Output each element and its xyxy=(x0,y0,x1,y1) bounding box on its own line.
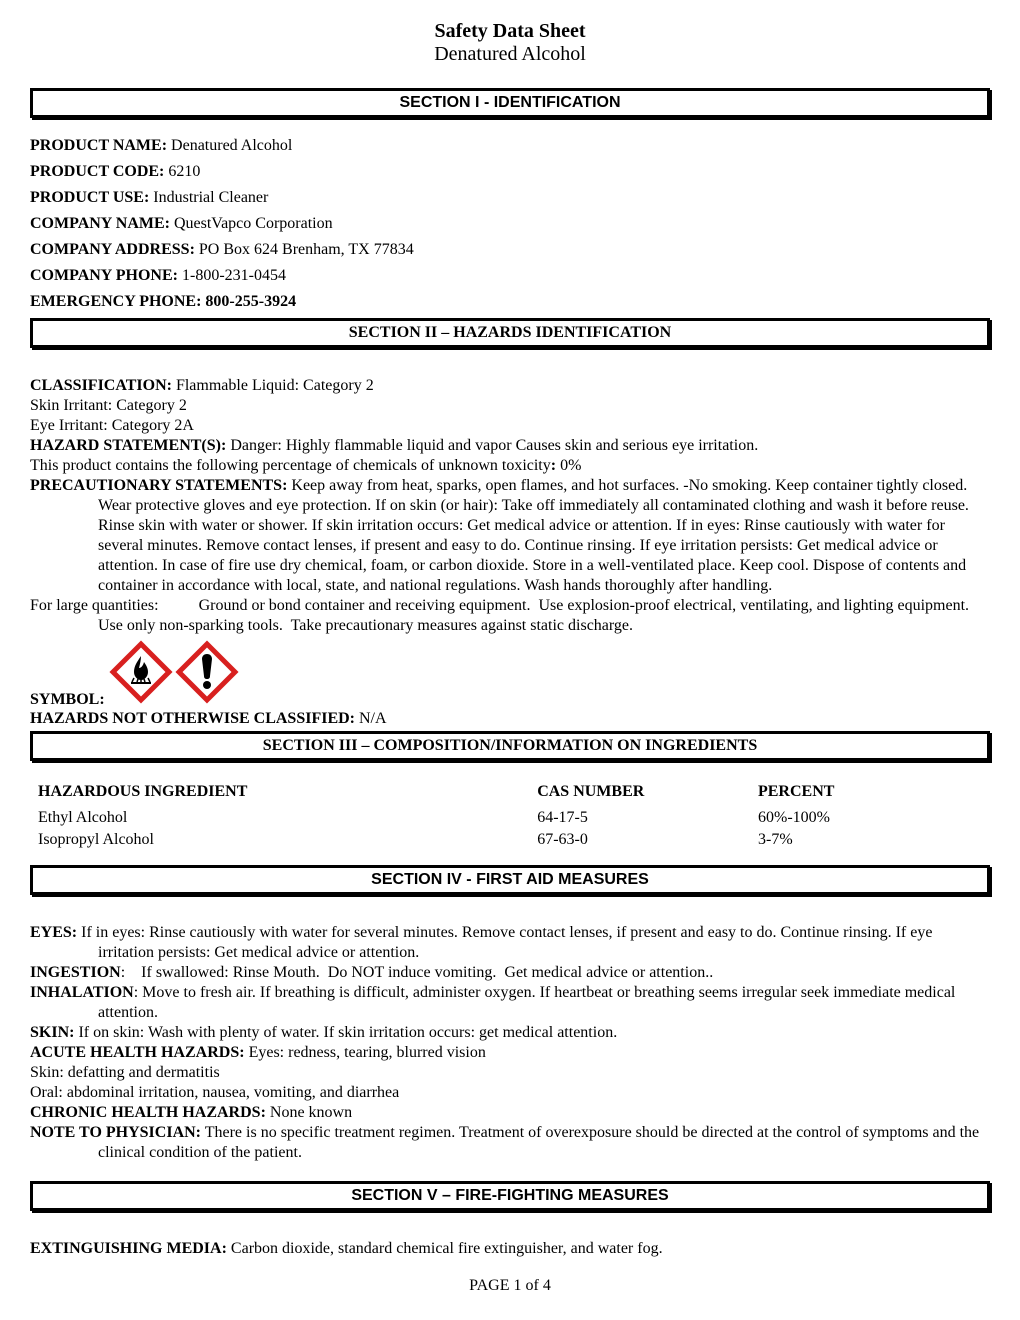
acute-line2: Skin: defatting and dermatitis xyxy=(30,1063,990,1083)
cell-cas: 64-17-5 xyxy=(529,807,750,829)
ghs-flame-icon xyxy=(109,640,173,704)
product-code-row: PRODUCT CODE: 6210 xyxy=(30,162,990,182)
cell-percent: 60%-100% xyxy=(750,807,990,829)
ghs-exclamation-icon xyxy=(175,640,239,704)
unknown-tox-value: 0% xyxy=(556,457,581,474)
eyes-row: EYES: If in eyes: Rinse cautiously with … xyxy=(30,923,990,963)
hazard-stmt-label: HAZARD STATEMENT(S): xyxy=(30,437,226,454)
extinguishing-label: EXTINGUISHING MEDIA: xyxy=(30,1240,227,1257)
cell-percent: 3-7% xyxy=(750,829,990,851)
page: Safety Data Sheet Denatured Alcohol SECT… xyxy=(0,0,1020,1315)
note-physician-label: NOTE TO PHYSICIAN: xyxy=(30,1124,201,1141)
section-3-header: SECTION III – COMPOSITION/INFORMATION ON… xyxy=(30,731,990,761)
section-2-header: SECTION II – HAZARDS IDENTIFICATION xyxy=(30,318,990,348)
cell-ingredient: Isopropyl Alcohol xyxy=(30,829,529,851)
section-5-header: SECTION V – FIRE-FIGHTING MEASURES xyxy=(30,1181,990,1211)
product-use: Industrial Cleaner xyxy=(149,189,268,206)
product-name: Denatured Alcohol xyxy=(167,137,292,154)
product-name-label: PRODUCT NAME: xyxy=(30,137,167,154)
company-name-label: COMPANY NAME: xyxy=(30,215,170,232)
unknown-toxicity-row: This product contains the following perc… xyxy=(30,456,990,476)
table-row: Ethyl Alcohol 64-17-5 60%-100% xyxy=(30,807,990,829)
company-phone-row: COMPANY PHONE: 1-800-231-0454 xyxy=(30,266,990,286)
precautionary-row: PRECAUTIONARY STATEMENTS: Keep away from… xyxy=(30,476,990,596)
product-name-row: PRODUCT NAME: Denatured Alcohol xyxy=(30,136,990,156)
eyes-text: If in eyes: Rinse cautiously with water … xyxy=(77,924,932,961)
classification-line2: Skin Irritant: Category 2 xyxy=(30,396,990,416)
acute-row: ACUTE HEALTH HAZARDS: Eyes: redness, tea… xyxy=(30,1043,990,1063)
cell-cas: 67-63-0 xyxy=(529,829,750,851)
classification-label: CLASSIFICATION: xyxy=(30,377,172,394)
page-footer: PAGE 1 of 4 xyxy=(30,1277,990,1295)
table-row: Isopropyl Alcohol 67-63-0 3-7% xyxy=(30,829,990,851)
inhalation-text: Move to fresh air. If breathing is diffi… xyxy=(98,984,955,1021)
note-physician-text: There is no specific treatment regimen. … xyxy=(98,1124,979,1161)
acute-label: ACUTE HEALTH HAZARDS: xyxy=(30,1044,245,1061)
table-header-row: HAZARDOUS INGREDIENT CAS NUMBER PERCENT xyxy=(30,779,990,807)
section-1-header: SECTION I - IDENTIFICATION xyxy=(30,88,990,118)
ingestion-row: INGESTION: If swallowed: Rinse Mouth. Do… xyxy=(30,963,990,983)
emergency-phone-label: EMERGENCY PHONE: xyxy=(30,293,201,310)
section-4-header: SECTION IV - FIRST AID MEASURES xyxy=(30,865,990,895)
acute-line3: Oral: abdominal irritation, nausea, vomi… xyxy=(30,1083,990,1103)
note-physician-row: NOTE TO PHYSICIAN: There is no specific … xyxy=(30,1123,990,1163)
col-cas: CAS NUMBER xyxy=(529,779,750,807)
emergency-phone: 800-255-3924 xyxy=(201,293,296,310)
precautionary-text: Keep away from heat, sparks, open flames… xyxy=(98,477,969,594)
precautionary-label: PRECAUTIONARY STATEMENTS: xyxy=(30,477,287,494)
company-address-label: COMPANY ADDRESS: xyxy=(30,241,195,258)
classification-line3: Eye Irritant: Category 2A xyxy=(30,416,990,436)
classification-row: CLASSIFICATION: Flammable Liquid: Catego… xyxy=(30,376,990,396)
extinguishing-row: EXTINGUISHING MEDIA: Carbon dioxide, sta… xyxy=(30,1239,990,1259)
company-address-row: COMPANY ADDRESS: PO Box 624 Brenham, TX … xyxy=(30,240,990,260)
inhalation-label: INHALATION xyxy=(30,984,134,1001)
acute-text: Eyes: redness, tearing, blurred vision xyxy=(245,1044,486,1061)
hazard-stmt: Danger: Highly flammable liquid and vapo… xyxy=(226,437,758,454)
large-qty-text: Ground or bond container and receiving e… xyxy=(98,597,977,634)
ingestion-text: If swallowed: Rinse Mouth. Do NOT induce… xyxy=(125,964,713,981)
classification: Flammable Liquid: Category 2 xyxy=(172,377,374,394)
skin-label: SKIN: xyxy=(30,1024,74,1041)
chronic-text: None known xyxy=(266,1104,352,1121)
unknown-tox-prefix: This product contains the following perc… xyxy=(30,457,551,474)
product-use-label: PRODUCT USE: xyxy=(30,189,149,206)
hazards-noc-row: HAZARDS NOT OTHERWISE CLASSIFIED: N/A xyxy=(30,709,990,729)
product-code: 6210 xyxy=(164,163,200,180)
ingestion-label: INGESTION xyxy=(30,964,121,981)
hazard-stmt-row: HAZARD STATEMENT(S): Danger: Highly flam… xyxy=(30,436,990,456)
large-qty-row: For large quantities: Ground or bond con… xyxy=(30,596,990,636)
symbol-label: SYMBOL: xyxy=(30,691,105,709)
ghs-pictogram-group xyxy=(109,640,237,709)
skin-row: SKIN: If on skin: Wash with plenty of wa… xyxy=(30,1023,990,1043)
extinguishing-text: Carbon dioxide, standard chemical fire e… xyxy=(227,1240,663,1257)
eyes-label: EYES: xyxy=(30,924,77,941)
company-phone: 1-800-231-0454 xyxy=(178,267,286,284)
col-percent: PERCENT xyxy=(750,779,990,807)
col-ingredient: HAZARDOUS INGREDIENT xyxy=(30,779,529,807)
doc-title: Safety Data Sheet xyxy=(30,20,990,43)
inhalation-row: INHALATION: Move to fresh air. If breath… xyxy=(30,983,990,1023)
hazards-noc-label: HAZARDS NOT OTHERWISE CLASSIFIED: xyxy=(30,710,355,727)
skin-text: If on skin: Wash with plenty of water. I… xyxy=(74,1024,617,1041)
hazards-noc: N/A xyxy=(355,710,387,727)
ingredients-table: HAZARDOUS INGREDIENT CAS NUMBER PERCENT … xyxy=(30,779,990,851)
company-address: PO Box 624 Brenham, TX 77834 xyxy=(195,241,414,258)
cell-ingredient: Ethyl Alcohol xyxy=(30,807,529,829)
company-phone-label: COMPANY PHONE: xyxy=(30,267,178,284)
company-name: QuestVapco Corporation xyxy=(170,215,333,232)
symbol-row: SYMBOL: xyxy=(30,640,990,709)
doc-subtitle: Denatured Alcohol xyxy=(30,43,990,66)
product-code-label: PRODUCT CODE: xyxy=(30,163,164,180)
chronic-label: CHRONIC HEALTH HAZARDS: xyxy=(30,1104,266,1121)
company-name-row: COMPANY NAME: QuestVapco Corporation xyxy=(30,214,990,234)
product-use-row: PRODUCT USE: Industrial Cleaner xyxy=(30,188,990,208)
large-qty-label: For large quantities: xyxy=(30,597,159,614)
chronic-row: CHRONIC HEALTH HAZARDS: None known xyxy=(30,1103,990,1123)
emergency-phone-row: EMERGENCY PHONE: 800-255-3924 xyxy=(30,292,990,312)
